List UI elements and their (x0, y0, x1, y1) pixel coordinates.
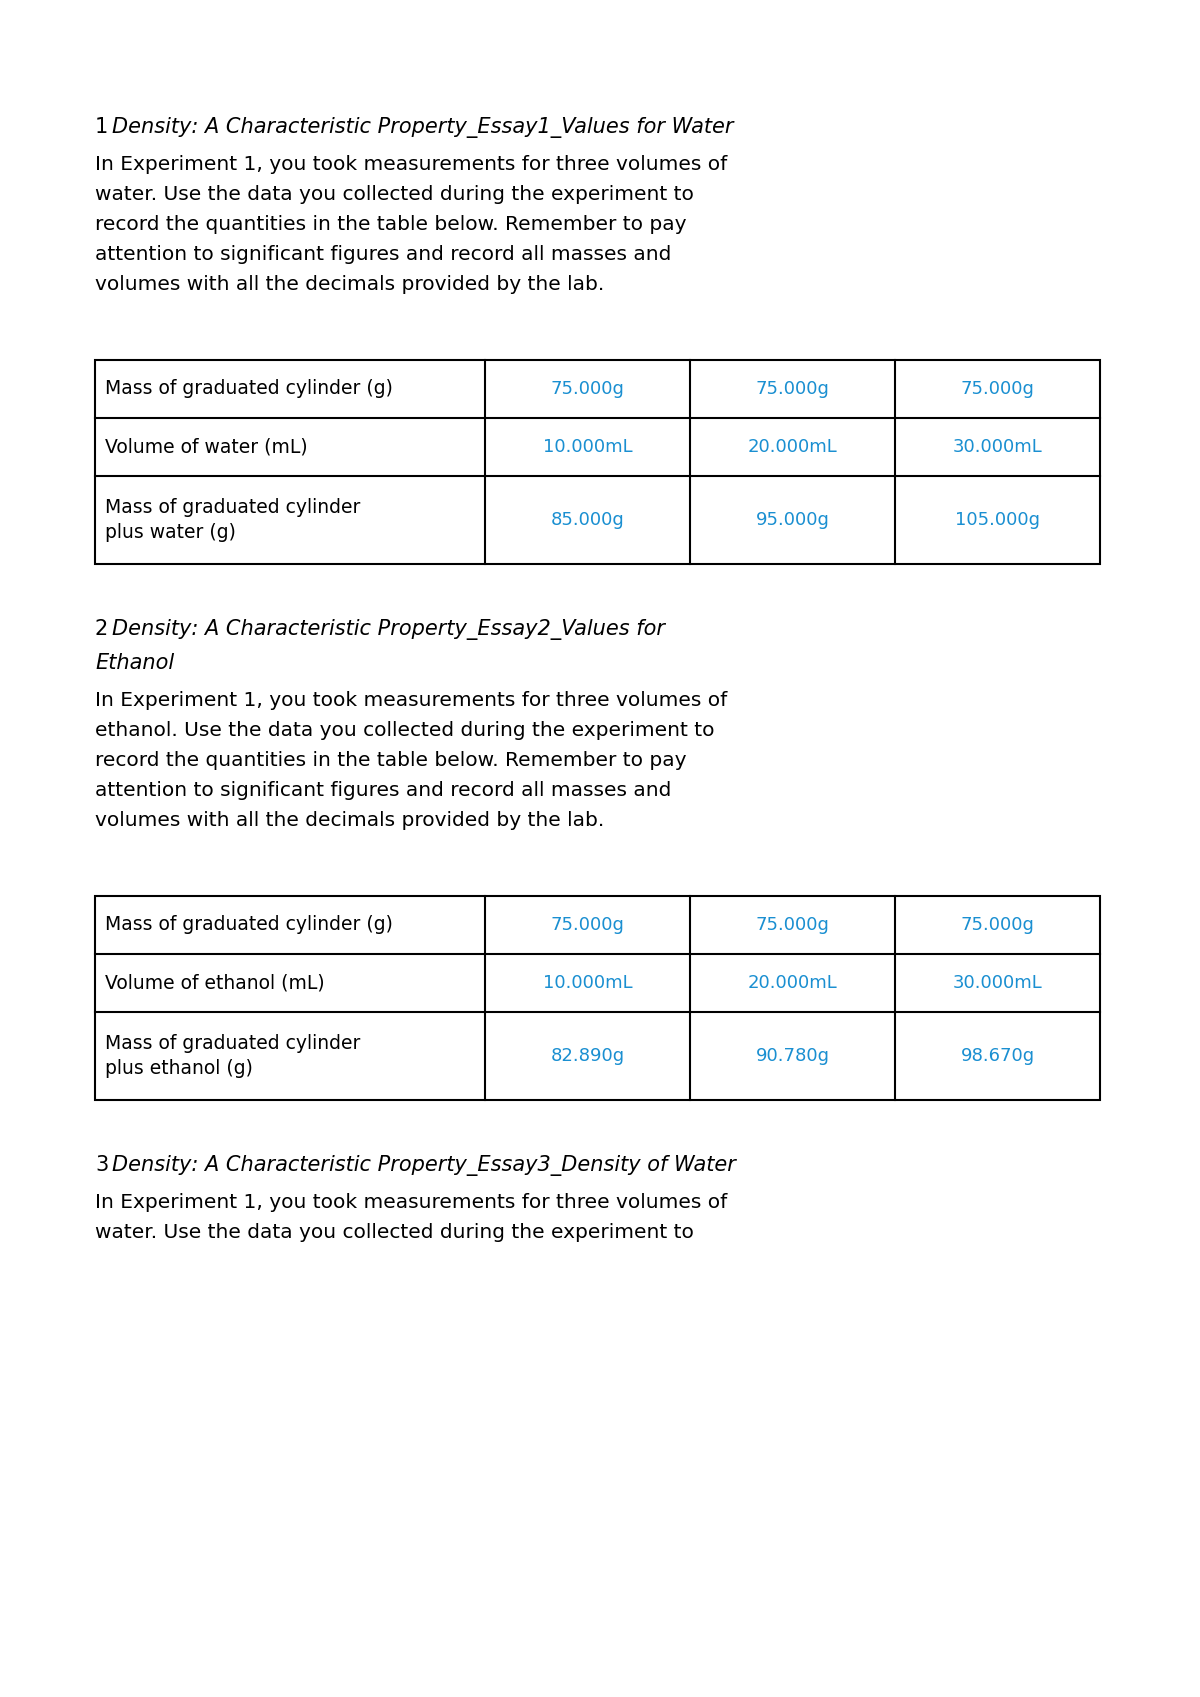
Bar (95, 360, 1100, 563)
Text: 98.670g: 98.670g (960, 1047, 1034, 1066)
Text: 2: 2 (95, 619, 108, 640)
Text: 75.000g: 75.000g (960, 916, 1034, 933)
Text: 75.000g: 75.000g (756, 916, 829, 933)
Text: 75.000g: 75.000g (551, 380, 624, 399)
Text: 82.890g: 82.890g (551, 1047, 624, 1066)
Text: In Experiment 1, you took measurements for three volumes of: In Experiment 1, you took measurements f… (95, 154, 727, 175)
Text: 85.000g: 85.000g (551, 511, 624, 529)
Text: 90.780g: 90.780g (756, 1047, 829, 1066)
Text: 3: 3 (95, 1156, 108, 1174)
Text: volumes with all the decimals provided by the lab.: volumes with all the decimals provided b… (95, 275, 605, 294)
Text: 30.000mL: 30.000mL (953, 438, 1043, 456)
Text: In Experiment 1, you took measurements for three volumes of: In Experiment 1, you took measurements f… (95, 691, 727, 709)
Text: In Experiment 1, you took measurements for three volumes of: In Experiment 1, you took measurements f… (95, 1193, 727, 1212)
Text: Density: A Characteristic Property_Essay3_Density of Water: Density: A Characteristic Property_Essay… (112, 1156, 736, 1176)
Text: 75.000g: 75.000g (756, 380, 829, 399)
Text: 95.000g: 95.000g (756, 511, 829, 529)
Text: volumes with all the decimals provided by the lab.: volumes with all the decimals provided b… (95, 811, 605, 830)
Text: Mass of graduated cylinder
plus water (g): Mass of graduated cylinder plus water (g… (106, 497, 360, 541)
Text: Density: A Characteristic Property_Essay2_Values for: Density: A Characteristic Property_Essay… (112, 619, 665, 640)
Text: Volume of ethanol (mL): Volume of ethanol (mL) (106, 974, 325, 993)
Text: 30.000mL: 30.000mL (953, 974, 1043, 993)
Text: water. Use the data you collected during the experiment to: water. Use the data you collected during… (95, 1224, 694, 1242)
Text: Mass of graduated cylinder (g): Mass of graduated cylinder (g) (106, 915, 392, 935)
Text: 75.000g: 75.000g (960, 380, 1034, 399)
Text: record the quantities in the table below. Remember to pay: record the quantities in the table below… (95, 216, 686, 234)
Text: 20.000mL: 20.000mL (748, 974, 838, 993)
Text: 10.000mL: 10.000mL (542, 438, 632, 456)
Text: Mass of graduated cylinder (g): Mass of graduated cylinder (g) (106, 380, 392, 399)
Text: 105.000g: 105.000g (955, 511, 1040, 529)
Text: water. Use the data you collected during the experiment to: water. Use the data you collected during… (95, 185, 694, 204)
Text: ethanol. Use the data you collected during the experiment to: ethanol. Use the data you collected duri… (95, 721, 714, 740)
Text: 20.000mL: 20.000mL (748, 438, 838, 456)
Text: Density: A Characteristic Property_Essay1_Values for Water: Density: A Characteristic Property_Essay… (112, 117, 733, 137)
Text: 10.000mL: 10.000mL (542, 974, 632, 993)
Text: 1: 1 (95, 117, 108, 137)
Text: 75.000g: 75.000g (551, 916, 624, 933)
Text: attention to significant figures and record all masses and: attention to significant figures and rec… (95, 244, 671, 265)
Text: Ethanol: Ethanol (95, 653, 174, 674)
Text: Volume of water (mL): Volume of water (mL) (106, 438, 307, 456)
Text: record the quantities in the table below. Remember to pay: record the quantities in the table below… (95, 752, 686, 770)
Text: attention to significant figures and record all masses and: attention to significant figures and rec… (95, 781, 671, 799)
Text: Mass of graduated cylinder
plus ethanol (g): Mass of graduated cylinder plus ethanol … (106, 1033, 360, 1078)
Bar (95, 896, 1100, 1100)
